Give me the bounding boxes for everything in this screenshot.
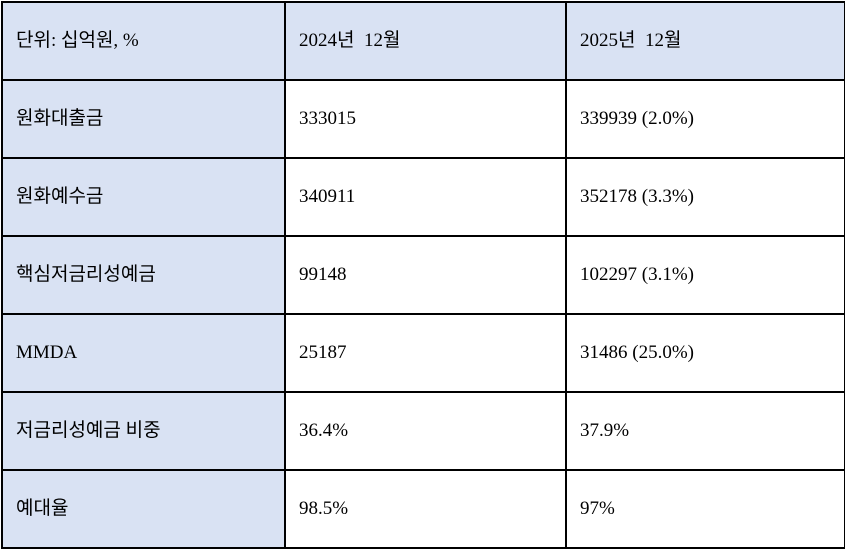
table-row: MMDA 25187 31486 (25.0%) — [1, 313, 845, 393]
value-2024-cell: 25187 — [284, 313, 567, 393]
value-2025-cell: 339939 (2.0%) — [565, 79, 845, 159]
col-2024-header-cell: 2024년 12월 — [284, 1, 567, 81]
value-2025-cell: 102297 (3.1%) — [565, 235, 845, 315]
row-label-cell: 저금리성예금 비중 — [1, 391, 286, 471]
unit-header-cell: 단위: 십억원, % — [1, 1, 286, 81]
row-label-cell: 원화예수금 — [1, 157, 286, 237]
row-label-cell: 핵심저금리성예금 — [1, 235, 286, 315]
row-label-cell: 예대율 — [1, 469, 286, 549]
value-2025-cell: 31486 (25.0%) — [565, 313, 845, 393]
table-row: 예대율 98.5% 97% — [1, 469, 845, 549]
value-2024-cell: 340911 — [284, 157, 567, 237]
col-2025-header-cell: 2025년 12월 — [565, 1, 845, 81]
value-2024-cell: 99148 — [284, 235, 567, 315]
table-row: 저금리성예금 비중 36.4% 37.9% — [1, 391, 845, 471]
value-2024-cell: 333015 — [284, 79, 567, 159]
row-label-cell: 원화대출금 — [1, 79, 286, 159]
table-row: 원화예수금 340911 352178 (3.3%) — [1, 157, 845, 237]
value-2025-cell: 97% — [565, 469, 845, 549]
table-row: 원화대출금 333015 339939 (2.0%) — [1, 79, 845, 159]
header-row: 단위: 십억원, % 2024년 12월 2025년 12월 — [1, 1, 845, 81]
value-2024-cell: 98.5% — [284, 469, 567, 549]
value-2025-cell: 352178 (3.3%) — [565, 157, 845, 237]
value-2025-cell: 37.9% — [565, 391, 845, 471]
table-row: 핵심저금리성예금 99148 102297 (3.1%) — [1, 235, 845, 315]
value-2024-cell: 36.4% — [284, 391, 567, 471]
row-label-cell: MMDA — [1, 313, 286, 393]
